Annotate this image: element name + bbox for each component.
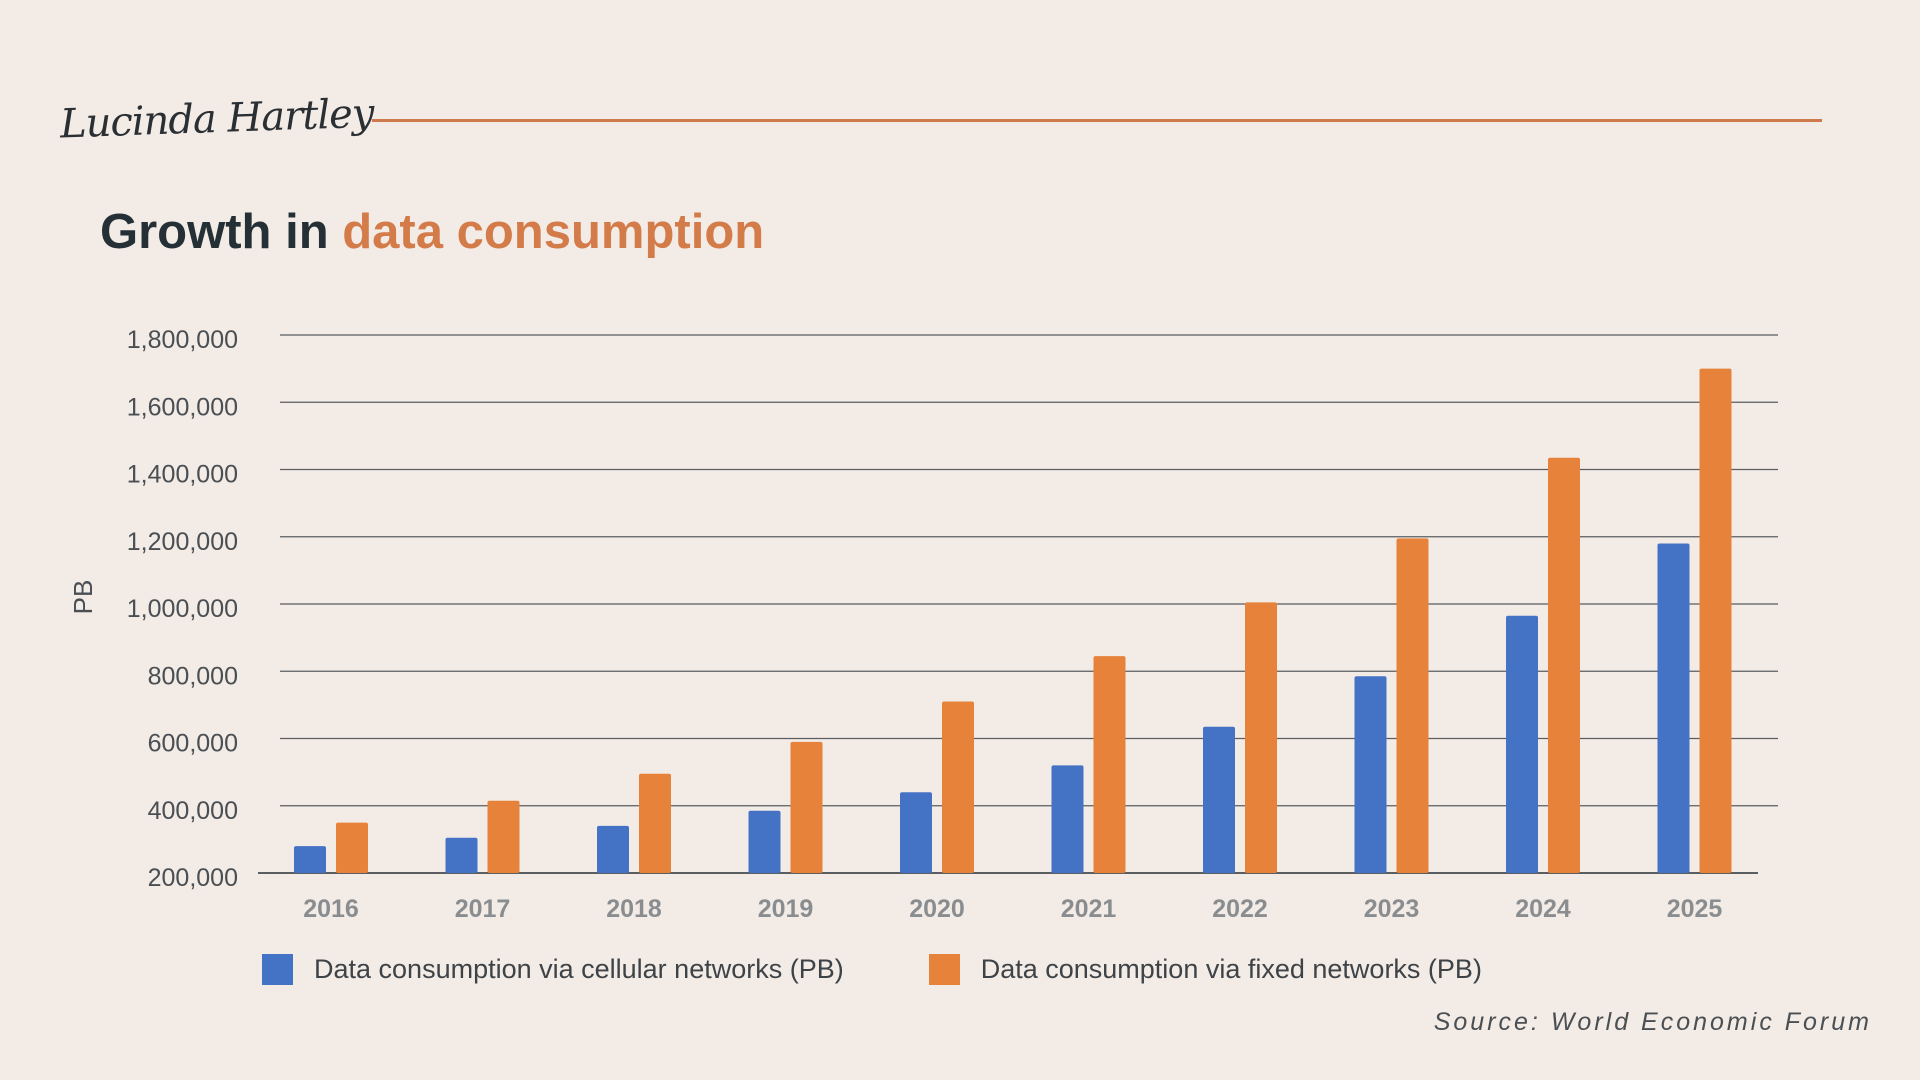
y-axis-label: PB <box>68 580 98 615</box>
y-tick-label: 1,600,000 <box>127 393 238 421</box>
bar-cellular-2017 <box>445 837 478 873</box>
y-tick-label: 200,000 <box>148 864 238 892</box>
bars <box>294 368 1732 873</box>
y-tick-label: 400,000 <box>148 797 238 825</box>
bar-fixed-2018 <box>639 773 671 873</box>
bar-cellular-2024 <box>1506 615 1538 873</box>
y-tick-label: 600,000 <box>148 730 238 758</box>
legend: Data consumption via cellular networks (… <box>262 954 1567 985</box>
page-title: Growth in data consumption <box>100 204 764 260</box>
bar-cellular-2016 <box>294 846 326 873</box>
x-tick-label: 2016 <box>303 895 359 923</box>
x-tick-label: 2020 <box>909 895 965 923</box>
bar-fixed-2025 <box>1699 368 1732 873</box>
bar-cellular-2018 <box>597 825 629 873</box>
y-tick-label: 1,200,000 <box>127 528 238 556</box>
x-tick-label: 2019 <box>758 895 814 923</box>
bar-fixed-2024 <box>1548 457 1580 873</box>
x-axis-ticks: 2016 2017 2018 2019 2020 2021 2022 2023 2024 2025 <box>303 895 1722 923</box>
title-part-1: Growth in <box>100 205 343 259</box>
bar-cellular-2022 <box>1203 726 1235 873</box>
x-tick-label: 2022 <box>1212 895 1268 923</box>
bar-cellular-2021 <box>1051 765 1084 873</box>
bar-fixed-2023 <box>1396 538 1429 873</box>
bar-fixed-2016 <box>336 822 368 873</box>
header-divider <box>372 119 1822 122</box>
x-tick-label: 2017 <box>455 895 511 923</box>
y-tick-label: 1,800,000 <box>127 326 238 354</box>
x-tick-label: 2024 <box>1515 895 1571 923</box>
title-part-2: data consumption <box>342 205 765 259</box>
bar-fixed-2022 <box>1245 602 1277 873</box>
x-tick-label: 2025 <box>1667 895 1723 923</box>
bar-fixed-2019 <box>790 741 823 873</box>
x-tick-label: 2018 <box>606 895 662 923</box>
bar-cellular-2019 <box>748 810 781 873</box>
x-tick-label: 2023 <box>1364 895 1420 923</box>
bar-cellular-2025 <box>1657 543 1690 873</box>
x-tick-label: 2021 <box>1061 895 1117 923</box>
legend-swatch-fixed <box>928 954 960 985</box>
y-tick-label: 1,400,000 <box>127 461 238 489</box>
bar-fixed-2020 <box>942 701 974 873</box>
bar-fixed-2021 <box>1093 656 1126 873</box>
legend-label-fixed: Data consumption via fixed networks (PB) <box>980 954 1482 984</box>
legend-item-cellular: Data consumption via cellular networks (… <box>262 954 844 985</box>
y-tick-label: 800,000 <box>148 662 238 690</box>
bar-cellular-2020 <box>900 792 932 873</box>
legend-label-cellular: Data consumption via cellular networks (… <box>314 954 844 984</box>
legend-item-fixed: Data consumption via fixed networks (PB) <box>928 954 1482 985</box>
bar-cellular-2023 <box>1354 676 1387 873</box>
bar-fixed-2017 <box>487 800 520 873</box>
legend-swatch-cellular <box>262 954 293 985</box>
source-note: Source: World Economic Forum <box>1433 1008 1872 1036</box>
y-axis-ticks: 1,800,000 1,600,000 1,400,000 1,200,000 1,00… <box>127 326 238 892</box>
y-tick-label: 1,000,000 <box>127 595 238 623</box>
